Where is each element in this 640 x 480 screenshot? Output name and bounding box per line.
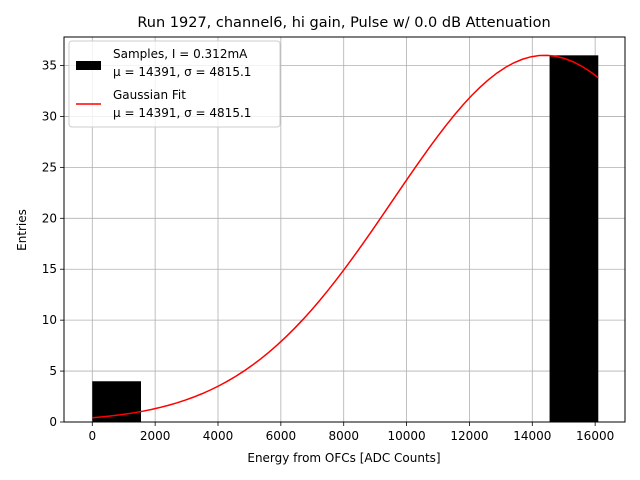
legend-fit-label: Gaussian Fit [113,88,186,102]
y-tick-label: 20 [42,211,57,225]
x-tick-label: 4000 [203,429,234,443]
y-axis-ticks: 0 5 10 15 20 25 30 35 [42,59,64,429]
y-tick-label: 35 [42,59,57,73]
x-tick-label: 0 [88,429,96,443]
y-axis-label: Entries [15,209,29,251]
plot-area-frame [63,36,626,423]
x-axis-label: Energy from OFCs [ADC Counts] [247,451,440,465]
y-tick-label: 15 [42,262,57,276]
legend-fit-stats: μ = 14391, σ = 4815.1 [113,106,251,120]
x-tick-label: 6000 [266,429,297,443]
x-tick-label: 12000 [450,429,488,443]
y-tick-label: 25 [42,160,57,174]
x-tick-label: 16000 [576,429,614,443]
y-tick-label: 0 [49,415,57,429]
x-tick-label: 8000 [328,429,359,443]
histogram-bar [549,55,599,422]
y-tick-label: 10 [42,313,57,327]
legend-samples-stats: μ = 14391, σ = 4815.1 [113,65,251,79]
legend-samples-swatch [76,61,101,70]
legend-samples-label: Samples, I = 0.312mA [113,47,248,61]
x-tick-label: 2000 [140,429,171,443]
gaussian-fit-line [92,54,599,419]
y-tick-label: 5 [49,364,57,378]
chart-title: Run 1927, channel6, hi gain, Pulse w/ 0.… [137,15,550,31]
x-tick-label: 14000 [513,429,551,443]
legend: Samples, I = 0.312mA μ = 14391, σ = 4815… [68,40,281,128]
legend-box [68,40,281,128]
x-axis-ticks: 0 2000 4000 6000 8000 10000 12000 14000 16000 [88,422,614,443]
x-tick-label: 10000 [387,429,425,443]
y-tick-label: 30 [42,109,57,123]
